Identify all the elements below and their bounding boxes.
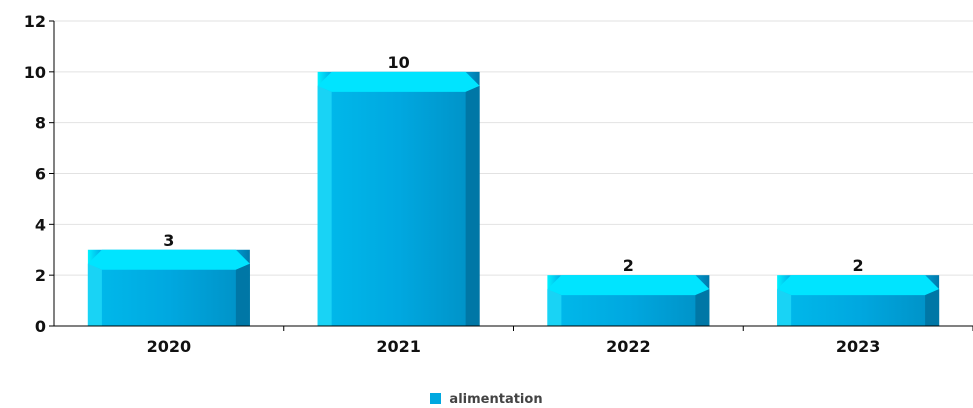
- y-tick-label: 4: [35, 215, 46, 234]
- data-label: 3: [163, 231, 174, 250]
- bar-left-face: [87, 263, 102, 326]
- data-label: 2: [853, 256, 864, 275]
- bar-top-bevel: [317, 71, 480, 92]
- labels: 3 10 2 2: [163, 53, 863, 275]
- bars: [87, 71, 940, 326]
- bar-left-face: [777, 289, 792, 326]
- bar-right-face: [925, 289, 940, 326]
- y-tick-label: 2: [35, 266, 46, 285]
- y-tick-label: 8: [35, 114, 46, 133]
- bar-body: [317, 71, 480, 326]
- bar-left-face: [317, 85, 332, 326]
- bar: [87, 249, 250, 326]
- bar-top-bevel: [87, 249, 250, 270]
- data-label: 2: [623, 256, 634, 275]
- bar-right-face: [465, 85, 480, 326]
- bar-right-face: [695, 289, 710, 326]
- bar-top-bevel: [547, 275, 710, 296]
- legend-swatch: [430, 393, 442, 404]
- y-tick-label: 10: [24, 63, 46, 82]
- bar-right-face: [235, 263, 250, 326]
- y-tick-label: 6: [35, 165, 46, 184]
- grid-lines: [54, 20, 973, 276]
- bar: [317, 71, 480, 326]
- data-label: 10: [387, 53, 409, 72]
- bar-top-bevel: [777, 275, 940, 296]
- x-tick-label: 2022: [606, 337, 651, 356]
- axes: 0 2 4 6 8 10 12 2020 2021 2022 2023: [24, 12, 973, 356]
- x-tick-label: 2023: [836, 337, 881, 356]
- legend-label: alimentation: [449, 392, 543, 407]
- y-tick-label: 0: [35, 317, 46, 336]
- x-tick-label: 2020: [147, 337, 192, 356]
- bar: [777, 275, 940, 326]
- x-tick-label: 2021: [376, 337, 421, 356]
- bar: [547, 275, 710, 326]
- legend: alimentation: [0, 392, 973, 407]
- bar-left-face: [547, 289, 562, 326]
- y-tick-label: 12: [24, 12, 46, 31]
